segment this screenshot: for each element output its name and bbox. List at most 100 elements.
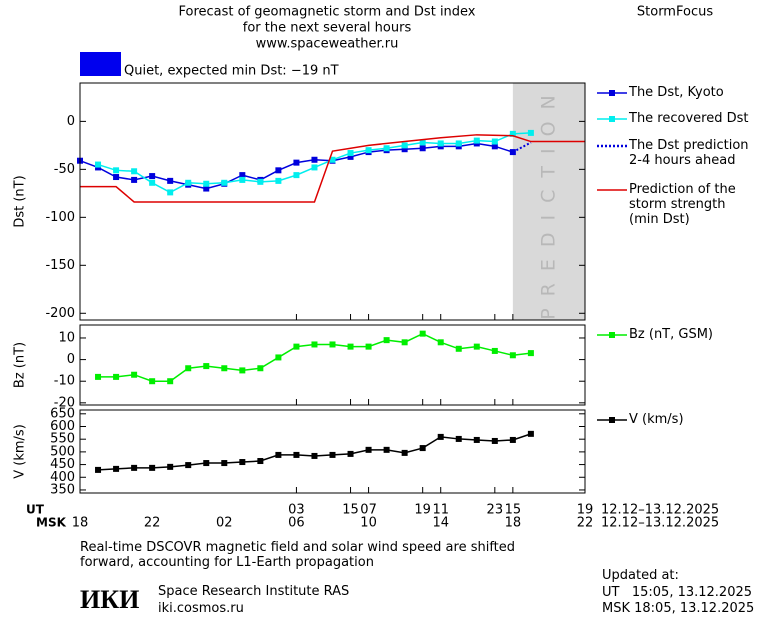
data-point <box>257 365 264 372</box>
data-point <box>347 343 354 350</box>
data-point <box>491 143 498 150</box>
x-tick-label: 18 <box>72 516 89 531</box>
y-tick-label: 550 <box>50 432 75 447</box>
data-point <box>275 167 282 174</box>
data-point <box>365 343 372 350</box>
data-point <box>149 464 156 471</box>
data-point <box>311 156 318 163</box>
data-point <box>527 430 534 437</box>
x-tick-label: 22 <box>577 516 594 531</box>
data-point <box>473 436 480 443</box>
data-point <box>149 173 156 180</box>
data-point <box>365 147 372 154</box>
data-point <box>419 330 426 337</box>
data-point <box>95 373 102 380</box>
data-point <box>275 177 282 184</box>
y-tick-label: -200 <box>45 306 75 321</box>
data-point <box>455 345 462 352</box>
data-point <box>239 459 246 466</box>
data-point <box>293 172 300 179</box>
logo: ИКИ <box>80 585 139 614</box>
data-point <box>491 347 498 354</box>
y-tick-label: -10 <box>54 374 75 389</box>
data-point <box>185 179 192 186</box>
legend-entry: Prediction of the storm strength (min Ds… <box>629 182 736 227</box>
x-tick-label: 15 <box>505 503 522 518</box>
data-point <box>383 145 390 152</box>
data-point <box>491 437 498 444</box>
data-point <box>509 352 516 359</box>
legend-marker <box>609 116 615 122</box>
data-point <box>131 168 138 175</box>
data-point <box>275 451 282 458</box>
footnote: Real-time DSCOVR magnetic field and sola… <box>80 540 516 570</box>
y-tick-label: 350 <box>50 482 75 497</box>
y-tick-label: -20 <box>54 395 75 410</box>
data-point <box>131 371 138 378</box>
data-point <box>167 189 174 196</box>
data-point <box>113 465 120 472</box>
x-tick-label: 23 <box>487 503 504 518</box>
data-point <box>113 373 120 380</box>
data-point <box>293 343 300 350</box>
x-tick-label: 18 <box>505 516 522 531</box>
data-point <box>149 378 156 385</box>
data-point <box>419 445 426 452</box>
title-line: for the next several hours <box>243 21 412 36</box>
data-point <box>203 460 210 467</box>
x-tick-label: 19 <box>414 503 431 518</box>
plot-frame <box>79 82 586 321</box>
data-point <box>203 363 210 370</box>
data-point <box>221 179 228 186</box>
data-point <box>311 452 318 459</box>
data-point <box>383 337 390 344</box>
plot-frame <box>79 324 586 406</box>
legend-marker <box>609 332 615 338</box>
data-point <box>455 140 462 147</box>
data-point <box>257 178 264 185</box>
title-line: Forecast of geomagnetic storm and Dst in… <box>178 5 475 20</box>
updated-label: Updated at: <box>602 568 679 583</box>
updated-msk: MSK 18:05, 13.12.2025 <box>602 601 755 616</box>
data-point <box>527 350 534 357</box>
legend-entry: The recovered Dst <box>629 111 749 126</box>
x-tick-label: 19 <box>577 503 594 518</box>
data-point <box>401 142 408 149</box>
data-point <box>473 137 480 144</box>
x2-range-label: 12.12–13.12.2025 <box>601 516 719 531</box>
data-point <box>311 341 318 348</box>
data-point <box>329 156 336 163</box>
data-point <box>347 153 354 160</box>
data-point <box>275 354 282 361</box>
y-axis-label: V (km/s) <box>13 424 28 479</box>
url: iki.cosmos.ru <box>158 601 244 616</box>
data-point <box>347 450 354 457</box>
data-point <box>383 446 390 453</box>
data-point <box>203 185 210 192</box>
data-point <box>419 139 426 146</box>
data-point <box>293 451 300 458</box>
y-tick-label: 450 <box>50 457 75 472</box>
prediction-region <box>512 83 585 320</box>
data-point <box>401 339 408 346</box>
y-tick-label: 650 <box>50 406 75 421</box>
data-point <box>113 167 120 174</box>
x-range-label: 12.12–13.12.2025 <box>601 503 719 518</box>
series-line <box>512 141 532 153</box>
data-point <box>221 460 228 467</box>
data-point <box>113 174 120 181</box>
data-point <box>473 343 480 350</box>
data-point <box>239 176 246 183</box>
data-point <box>329 341 336 348</box>
data-point <box>203 180 210 187</box>
y-tick-label: 10 <box>58 330 75 345</box>
data-point <box>167 463 174 470</box>
x-tick-label: 06 <box>288 516 305 531</box>
data-point <box>419 145 426 152</box>
brand: StormFocus <box>637 5 713 20</box>
institute: Space Research Institute RAS <box>158 584 350 599</box>
x-tick-label: 11 <box>432 503 449 518</box>
data-point <box>131 464 138 471</box>
series-line <box>97 433 532 471</box>
